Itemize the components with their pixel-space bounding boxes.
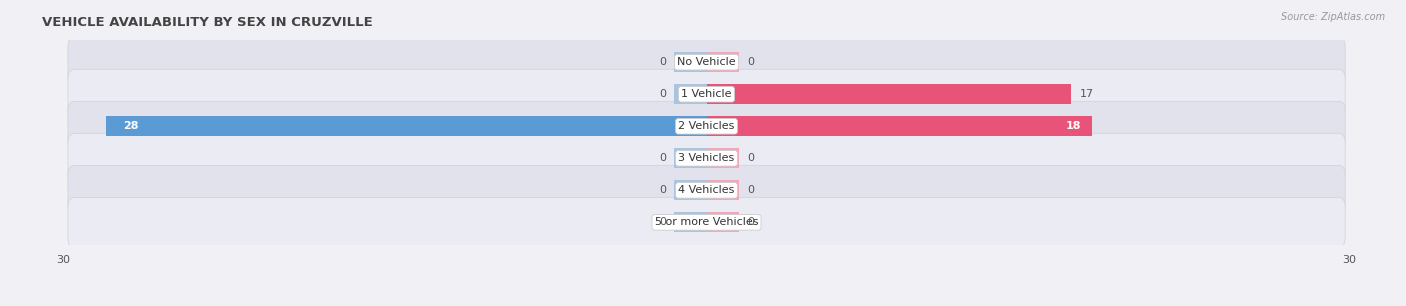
Text: 1 Vehicle: 1 Vehicle xyxy=(682,89,731,99)
Bar xyxy=(706,84,1071,104)
Text: 0: 0 xyxy=(747,153,754,163)
Text: 0: 0 xyxy=(747,217,754,227)
Text: 3 Vehicles: 3 Vehicles xyxy=(678,153,735,163)
Text: VEHICLE AVAILABILITY BY SEX IN CRUZVILLE: VEHICLE AVAILABILITY BY SEX IN CRUZVILLE xyxy=(42,16,373,29)
Bar xyxy=(706,52,738,72)
Text: 2 Vehicles: 2 Vehicles xyxy=(678,121,735,131)
Bar xyxy=(706,212,738,232)
FancyBboxPatch shape xyxy=(67,69,1346,119)
Text: 5 or more Vehicles: 5 or more Vehicles xyxy=(655,217,758,227)
FancyBboxPatch shape xyxy=(67,133,1346,183)
Text: 0: 0 xyxy=(747,185,754,195)
FancyBboxPatch shape xyxy=(67,165,1346,215)
Text: No Vehicle: No Vehicle xyxy=(678,57,735,67)
Bar xyxy=(107,116,706,136)
FancyBboxPatch shape xyxy=(67,37,1346,87)
Bar xyxy=(675,52,706,72)
Bar xyxy=(675,181,706,200)
Bar xyxy=(675,84,706,104)
Text: 4 Vehicles: 4 Vehicles xyxy=(678,185,735,195)
Text: 0: 0 xyxy=(659,217,666,227)
Text: 0: 0 xyxy=(659,89,666,99)
Text: 28: 28 xyxy=(124,121,139,131)
Text: Source: ZipAtlas.com: Source: ZipAtlas.com xyxy=(1281,12,1385,22)
Text: 0: 0 xyxy=(659,57,666,67)
Bar xyxy=(706,181,738,200)
Text: 0: 0 xyxy=(659,153,666,163)
Bar xyxy=(675,148,706,168)
Text: 18: 18 xyxy=(1066,121,1081,131)
Text: 0: 0 xyxy=(747,57,754,67)
Bar xyxy=(706,116,1092,136)
Text: 17: 17 xyxy=(1080,89,1094,99)
Bar xyxy=(706,148,738,168)
FancyBboxPatch shape xyxy=(67,101,1346,151)
Bar xyxy=(675,212,706,232)
Text: 0: 0 xyxy=(659,185,666,195)
FancyBboxPatch shape xyxy=(67,197,1346,247)
